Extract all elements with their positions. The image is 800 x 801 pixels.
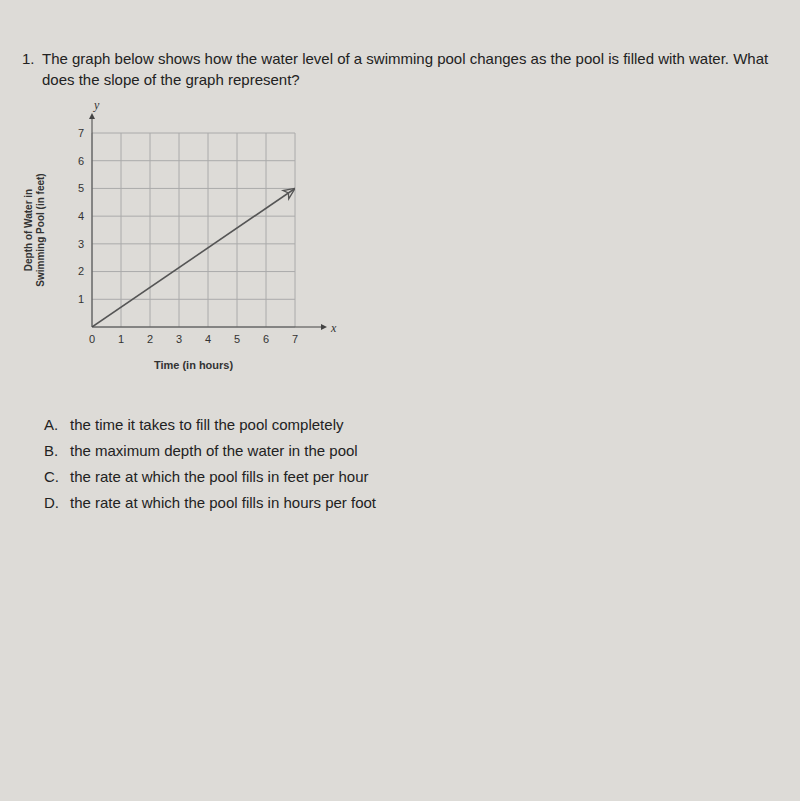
- svg-text:5: 5: [78, 182, 84, 194]
- html-text:1.: 1.: [22, 50, 35, 67]
- html-text:D.: D.: [44, 494, 59, 511]
- svg-text:7: 7: [292, 333, 298, 345]
- svg-text:3: 3: [78, 238, 84, 250]
- svg-text:Depth of Water inSwimming Pool: Depth of Water inSwimming Pool (in feet): [23, 173, 46, 286]
- svg-text:3: 3: [176, 333, 182, 345]
- html-text:the maximum depth of the water: the maximum depth of the water in the po…: [70, 442, 358, 459]
- html-text:B.: B.: [44, 442, 59, 459]
- html-text:A.: A.: [44, 416, 59, 433]
- svg-text:5: 5: [234, 333, 240, 345]
- svg-text:x: x: [330, 321, 337, 335]
- html-text:the rate at which the pool fil: the rate at which the pool fills in hour…: [70, 494, 376, 511]
- svg-text:6: 6: [263, 333, 269, 345]
- svg-text:7: 7: [78, 127, 84, 139]
- html-text:The graph below shows how the: The graph below shows how the water leve…: [42, 50, 769, 88]
- svg-text:4: 4: [78, 210, 84, 222]
- svg-text:2: 2: [147, 333, 153, 345]
- svg-text:4: 4: [205, 333, 211, 345]
- svg-text:Time (in hours): Time (in hours): [154, 359, 234, 371]
- svg-text:2: 2: [78, 265, 84, 277]
- svg-text:1: 1: [118, 333, 124, 345]
- html-text:the rate at which the pool fil: the rate at which the pool fills in feet…: [70, 468, 369, 485]
- svg-text:6: 6: [78, 155, 84, 167]
- svg-text:0: 0: [89, 333, 95, 345]
- html-text:C.: C.: [44, 468, 59, 485]
- html-text:the time it takes to fill the: the time it takes to fill the pool compl…: [70, 416, 344, 433]
- svg-text:y: y: [93, 98, 100, 112]
- svg-text:1: 1: [78, 293, 84, 305]
